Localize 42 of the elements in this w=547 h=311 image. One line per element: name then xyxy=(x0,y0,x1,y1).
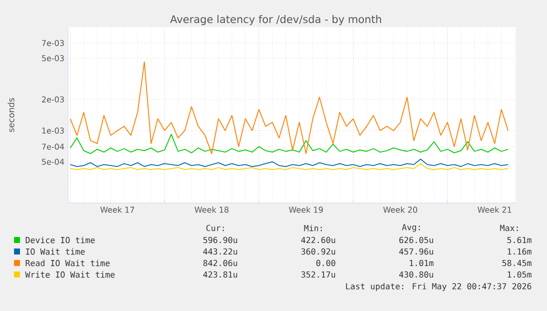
text: 443.22u xyxy=(203,248,238,255)
x-tick-label: Week 19 xyxy=(288,206,323,213)
text: Last update: Fri May 22 00:47:37 2026 xyxy=(346,282,532,291)
x-tick-label: Week 21 xyxy=(478,206,512,213)
line-series xyxy=(70,163,509,170)
text: 842.06u xyxy=(203,260,238,266)
y-tick-label: 7e-04 xyxy=(42,144,64,150)
text: 422.60u xyxy=(301,236,336,244)
y-tick-label: 2e-03 xyxy=(42,96,64,102)
text: Avg: xyxy=(402,224,420,232)
text: 430.80u xyxy=(399,271,434,278)
line-series xyxy=(70,61,509,154)
line-series xyxy=(70,134,509,154)
y-tick-label: 1e-03 xyxy=(42,128,64,134)
text: 1.01m xyxy=(410,260,434,266)
text: 58.45m xyxy=(502,260,532,266)
y-tick-label: 5e-04 xyxy=(42,158,64,165)
text: 1.05m xyxy=(508,271,532,278)
line-series xyxy=(70,158,509,167)
legend-label: Device IO time xyxy=(26,236,95,244)
text: Min: xyxy=(304,224,322,232)
x-tick-label: Week 18 xyxy=(194,206,228,213)
y-tick-label: 5e-03 xyxy=(42,55,64,62)
text: 352.17u xyxy=(301,271,336,278)
x-tick-label: Week 17 xyxy=(100,206,134,213)
legend-label: IO Wait time xyxy=(26,248,85,255)
y-tick-label: 7e-03 xyxy=(42,40,64,46)
text: Cur: xyxy=(206,224,224,232)
text: 360.92u xyxy=(301,248,336,255)
text: 423.81u xyxy=(203,271,238,278)
chart-title: Average latency for /dev/sda - by month xyxy=(170,15,382,26)
text: 0.00 xyxy=(316,260,336,266)
y-axis-title: seconds xyxy=(8,98,14,132)
text: Max: xyxy=(500,224,518,232)
legend-label: Write IO Wait time xyxy=(25,271,115,278)
text: 1.16m xyxy=(508,248,532,255)
text: 596.90u xyxy=(203,236,238,244)
text: 5.61m xyxy=(507,236,532,244)
text: 626.05u xyxy=(399,236,434,244)
text: 457.96u xyxy=(399,248,434,255)
legend-label: Read IO Wait time xyxy=(26,260,110,266)
x-tick-label: Week 20 xyxy=(383,206,418,213)
